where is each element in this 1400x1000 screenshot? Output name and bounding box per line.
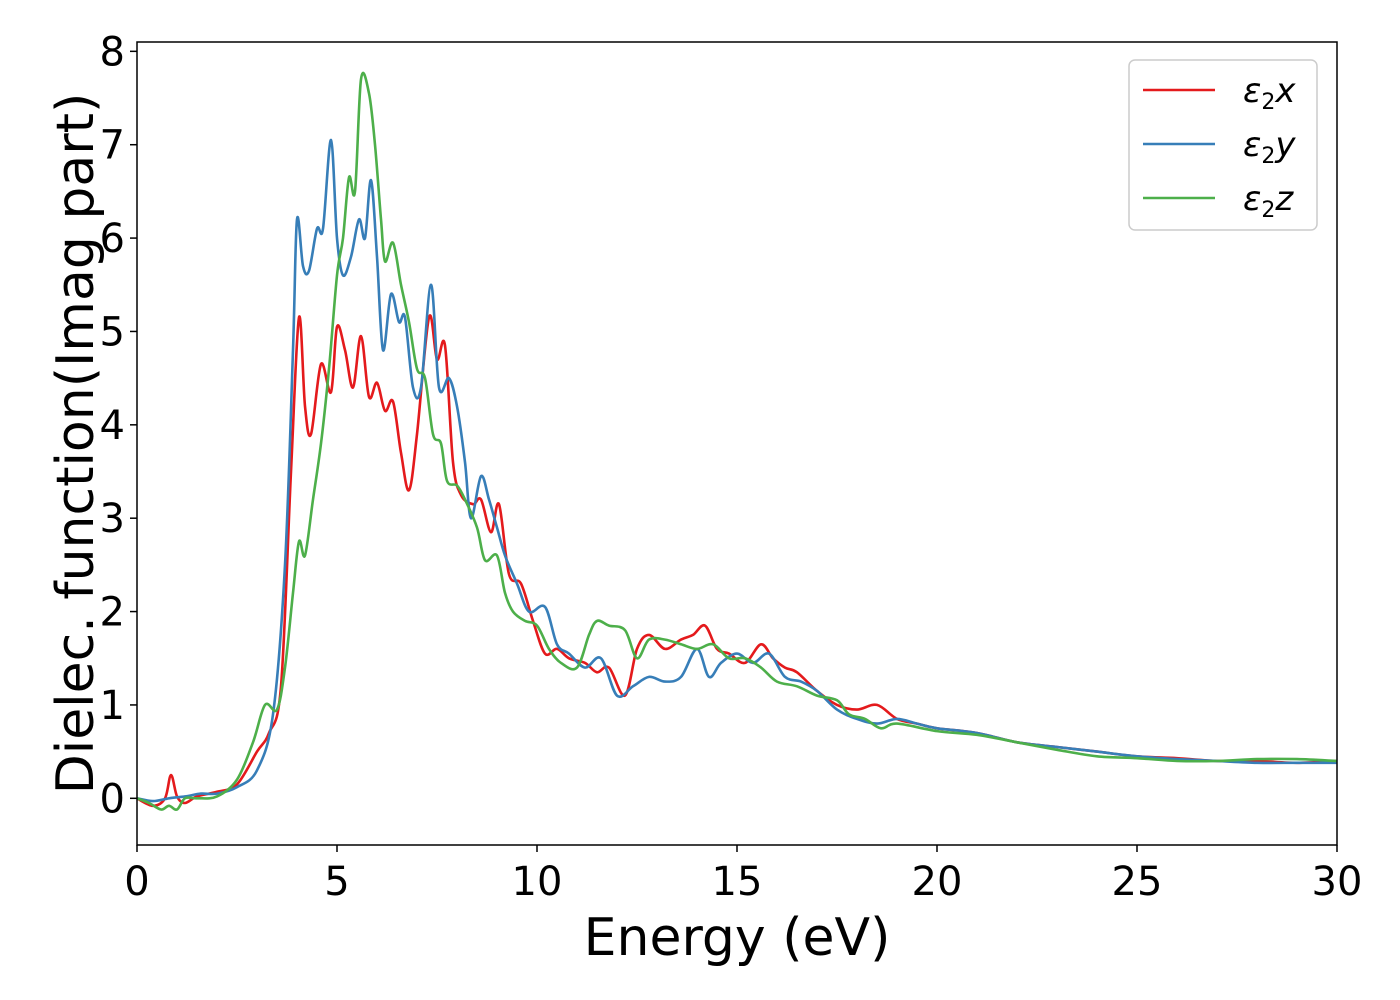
x-tick-label: 30 bbox=[1312, 859, 1363, 905]
x-axis-title: Energy (eV) bbox=[584, 908, 891, 968]
series-layer bbox=[137, 71, 1337, 811]
y-tick-label: 0 bbox=[100, 776, 125, 822]
x-tick-label: 20 bbox=[912, 859, 963, 905]
series-line-1 bbox=[137, 314, 1337, 808]
y-tick-label: 1 bbox=[100, 683, 125, 729]
x-tick-label: 0 bbox=[124, 859, 149, 905]
legend-label: ε2x bbox=[1243, 71, 1296, 115]
y-tick-label: 3 bbox=[100, 496, 125, 542]
series-line-3 bbox=[137, 71, 1337, 811]
y-tick-label: 6 bbox=[100, 216, 125, 262]
y-tick-label: 5 bbox=[100, 309, 125, 355]
x-axis: 0 5 10 15 20 25 30 bbox=[124, 845, 1362, 905]
x-tick-label: 15 bbox=[712, 859, 763, 905]
x-tick-label: 10 bbox=[512, 859, 563, 905]
y-axis: 0 1 2 3 4 5 6 7 8 bbox=[100, 29, 137, 822]
legend-box bbox=[1128, 59, 1318, 231]
legend-label: ε2z bbox=[1243, 179, 1294, 223]
y-tick-label: 7 bbox=[100, 123, 125, 169]
y-axis-title: Dielec. function(Imag part) bbox=[46, 93, 106, 795]
x-tick-label: 25 bbox=[1112, 859, 1163, 905]
legend: ε2x ε2y ε2z bbox=[1128, 59, 1318, 231]
legend-label: ε2y bbox=[1243, 125, 1296, 169]
x-tick-label: 5 bbox=[324, 859, 349, 905]
y-tick-label: 8 bbox=[100, 29, 125, 75]
y-tick-label: 4 bbox=[100, 403, 125, 449]
y-tick-label: 2 bbox=[100, 590, 125, 636]
